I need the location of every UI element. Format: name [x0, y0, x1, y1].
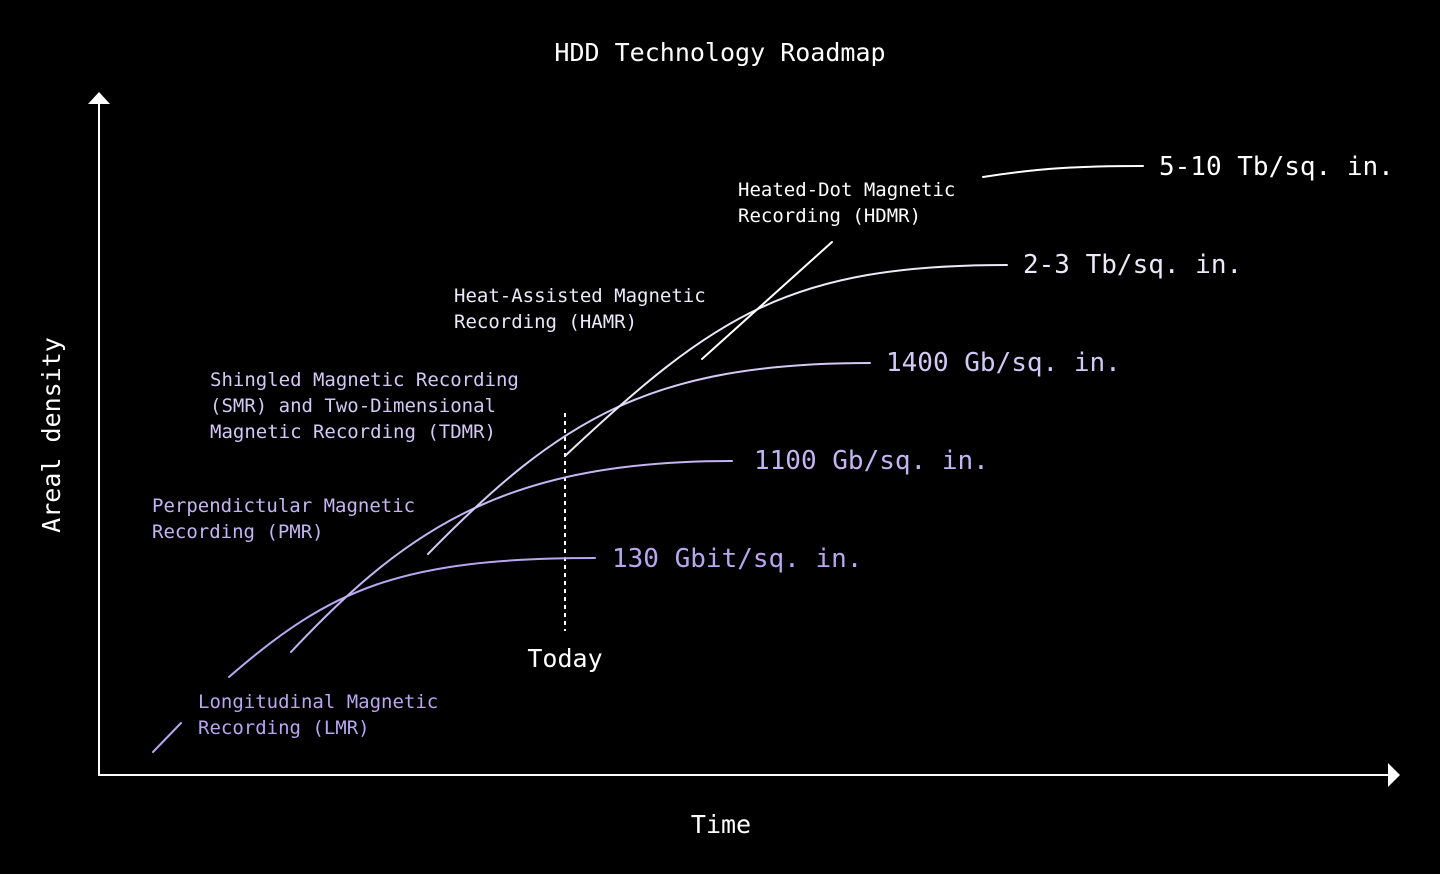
- smr-tdmr-density-label: 1400 Gb/sq. in.: [886, 348, 1121, 378]
- lmr-density-label: 130 Gbit/sq. in.: [612, 544, 862, 574]
- hdmr-label-line-2: Recording (HDMR): [738, 205, 921, 227]
- technology-smr-tdmr: Shingled Magnetic Recording (SMR) and Tw…: [210, 348, 1121, 555]
- hamr-curve: [564, 264, 1008, 457]
- technology-hamr: Heat-Assisted Magnetic Recording (HAMR) …: [454, 250, 1242, 457]
- x-axis-label: Time: [691, 810, 751, 839]
- hamr-density-label: 2-3 Tb/sq. in.: [1023, 250, 1242, 280]
- smr-tdmr-label-line-2: (SMR) and Two-Dimensional: [210, 395, 496, 417]
- axes: [88, 92, 1400, 787]
- lmr-label-line-2: Recording (LMR): [198, 717, 370, 739]
- pmr-label-line-2: Recording (PMR): [152, 521, 324, 543]
- lmr-label: Longitudinal Magnetic Recording (LMR): [198, 691, 450, 739]
- today-label: Today: [527, 644, 602, 673]
- hdmr-label: Heated-Dot Magnetic Recording (HDMR): [738, 179, 967, 227]
- technology-lmr: Longitudinal Magnetic Recording (LMR) 13…: [152, 544, 862, 753]
- smr-tdmr-label-line-1: Shingled Magnetic Recording: [210, 369, 519, 391]
- smr-tdmr-label: Shingled Magnetic Recording (SMR) and Tw…: [210, 369, 530, 443]
- pmr-density-label: 1100 Gb/sq. in.: [754, 446, 989, 476]
- hdmr-rising-stroke: [701, 241, 833, 360]
- y-axis-arrowhead: [88, 92, 110, 104]
- hamr-label-line-1: Heat-Assisted Magnetic: [454, 285, 706, 307]
- technology-hdmr: Heated-Dot Magnetic Recording (HDMR) 5-1…: [701, 152, 1394, 360]
- hdmr-curve: [982, 165, 1144, 178]
- technology-pmr: Perpendictular Magnetic Recording (PMR) …: [152, 446, 989, 653]
- diagram-title: HDD Technology Roadmap: [554, 38, 885, 67]
- hamr-label-line-2: Recording (HAMR): [454, 311, 637, 333]
- y-axis-label: Areal density: [37, 337, 66, 533]
- pmr-label: Perpendictular Magnetic Recording (PMR): [152, 495, 427, 543]
- lmr-curve: [228, 557, 596, 678]
- hdmr-density-label: 5-10 Tb/sq. in.: [1159, 152, 1394, 182]
- smr-tdmr-label-line-3: Magnetic Recording (TDMR): [210, 421, 496, 443]
- hdmr-label-line-1: Heated-Dot Magnetic: [738, 179, 955, 201]
- pmr-label-line-1: Perpendictular Magnetic: [152, 495, 415, 517]
- lmr-entry-stroke: [152, 722, 182, 753]
- lmr-label-line-1: Longitudinal Magnetic: [198, 691, 438, 713]
- hamr-label: Heat-Assisted Magnetic Recording (HAMR): [454, 285, 717, 333]
- x-axis-arrowhead: [1388, 763, 1400, 787]
